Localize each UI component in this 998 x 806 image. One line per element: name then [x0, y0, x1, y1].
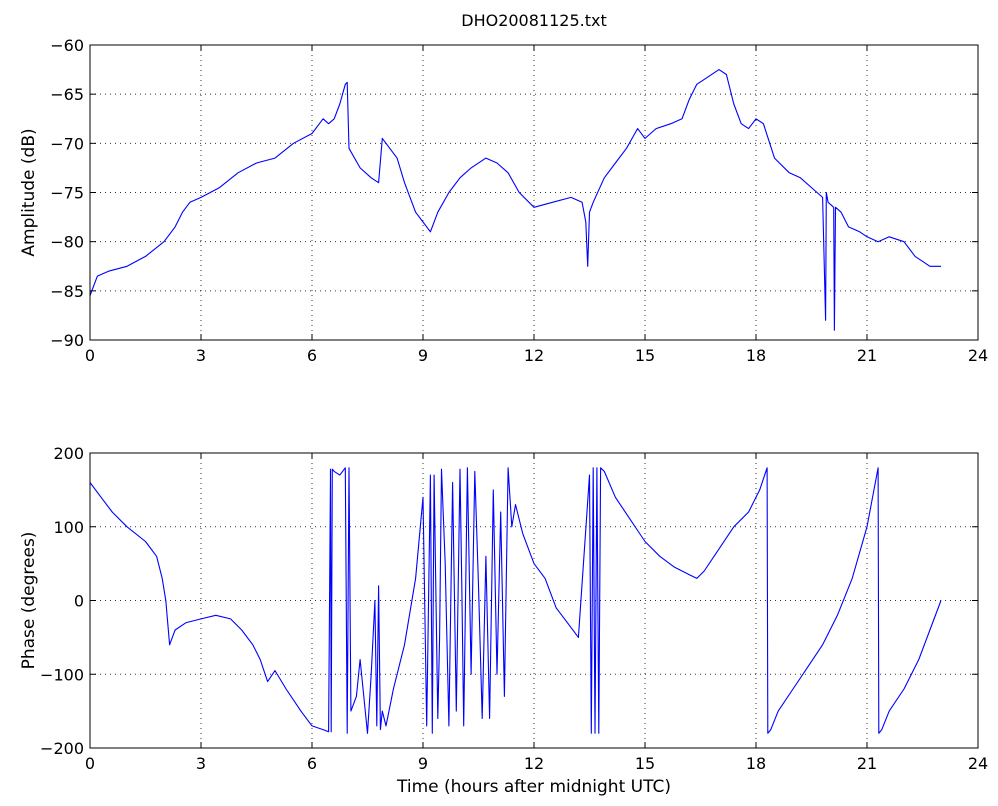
- x-tick-label: 21: [857, 754, 877, 773]
- x-tick-label: 15: [635, 754, 655, 773]
- x-tick-label: 6: [307, 754, 317, 773]
- y-tick-label: 200: [53, 444, 84, 463]
- phase-y-axis-label: Phase (degrees): [19, 532, 39, 670]
- y-tick-label: −80: [50, 233, 84, 252]
- y-tick-label: −100: [40, 665, 84, 684]
- x-tick-label: 0: [85, 754, 95, 773]
- x-tick-label: 9: [418, 754, 428, 773]
- y-tick-label: −65: [50, 85, 84, 104]
- y-tick-label: −90: [50, 331, 84, 350]
- x-tick-label: 24: [968, 346, 988, 365]
- amplitude-plot: 0 3 6 9 12 15 18 21 24 −90 −85 −80 −75 −70 −65 −60 DHO2…: [19, 11, 988, 365]
- x-tick-label: 6: [307, 346, 317, 365]
- chart-title: DHO20081125.txt: [461, 11, 606, 30]
- amplitude-series-line: [89, 69, 941, 331]
- y-tick-label: −200: [40, 739, 84, 758]
- y-tick-label: 0: [74, 592, 84, 611]
- y-tick-label: 100: [53, 518, 84, 537]
- time-x-axis-label: Time (hours after midnight UTC): [396, 777, 671, 797]
- y-tick-label: −75: [50, 184, 84, 203]
- x-tick-label: 0: [85, 346, 95, 365]
- x-tick-label: 12: [524, 754, 544, 773]
- x-tick-label: 18: [746, 754, 766, 773]
- y-tick-label: −70: [50, 134, 84, 153]
- x-tick-label: 15: [635, 346, 655, 365]
- x-tick-label: 24: [968, 754, 988, 773]
- x-tick-label: 9: [418, 346, 428, 365]
- x-tick-label: 21: [857, 346, 877, 365]
- x-tick-label: 18: [746, 346, 766, 365]
- x-tick-label: 3: [196, 754, 206, 773]
- x-tick-label: 3: [196, 346, 206, 365]
- x-tick-label: 12: [524, 346, 544, 365]
- phase-plot: 0 3 6 9 12 15 18 21 24 −200 −100 0 100 200 Phase (deg…: [19, 444, 988, 797]
- y-tick-label: −85: [50, 282, 84, 301]
- amplitude-y-axis-label: Amplitude (dB): [19, 128, 39, 256]
- y-tick-label: −60: [50, 36, 84, 55]
- phase-series-line: [89, 467, 942, 734]
